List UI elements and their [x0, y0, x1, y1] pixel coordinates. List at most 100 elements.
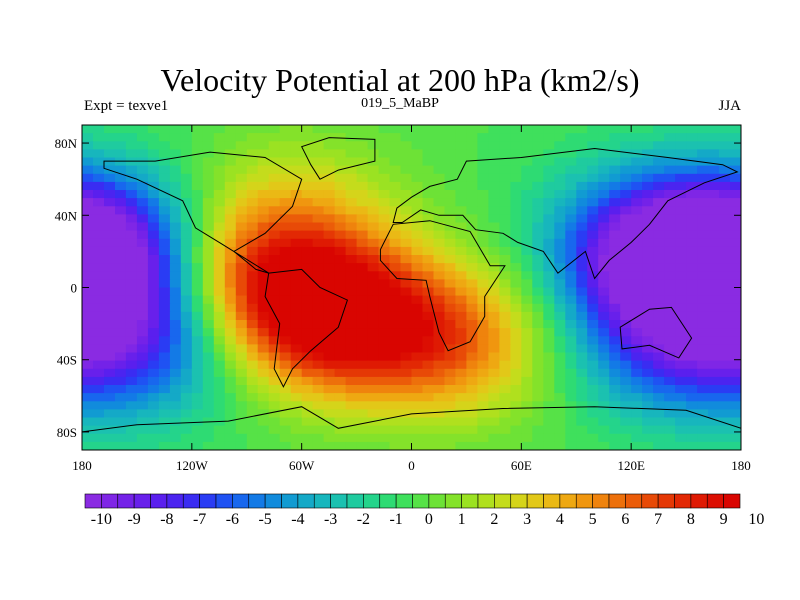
field-cell [444, 206, 457, 215]
field-cell [202, 295, 215, 305]
field-cell [675, 303, 687, 313]
field-cell [367, 311, 380, 321]
field-cell [169, 279, 182, 289]
field-cell [620, 206, 632, 215]
field-cell [477, 303, 489, 313]
field-cell [642, 295, 654, 305]
field-cell [312, 271, 325, 280]
field-cell [400, 433, 413, 443]
field-cell [653, 165, 665, 175]
field-cell [235, 230, 248, 240]
field-cell [125, 441, 138, 450]
field-cell [389, 230, 402, 240]
field-cell [323, 344, 336, 354]
field-cell [433, 190, 446, 199]
field-cell [323, 222, 336, 232]
field-cell [521, 425, 533, 435]
field-cell [510, 133, 522, 142]
field-cell [115, 181, 127, 191]
field-cell [169, 368, 182, 378]
field-cell [312, 287, 325, 297]
field-cell [499, 125, 511, 134]
field-cell [730, 441, 741, 450]
field-cell [697, 238, 709, 248]
field-cell [257, 165, 270, 175]
field-cell [488, 441, 500, 450]
field-cell [125, 190, 138, 199]
field-cell [213, 344, 226, 354]
field-cell [345, 165, 358, 175]
field-cell [411, 287, 424, 297]
field-cell [246, 246, 259, 256]
field-cell [180, 238, 193, 248]
field-cell [389, 165, 402, 175]
field-cell [477, 385, 489, 394]
field-cell [433, 433, 446, 443]
field-cell [609, 198, 621, 207]
field-cell [697, 417, 709, 427]
field-cell [587, 320, 599, 329]
field-cell [312, 336, 325, 345]
field-cell [466, 246, 478, 256]
colorbar-box [608, 493, 626, 509]
field-cell [169, 238, 182, 248]
field-cell [367, 263, 380, 272]
colorbar-label: 7 [654, 511, 662, 528]
field-cell [115, 441, 127, 450]
field-cell [455, 165, 467, 175]
field-cell [279, 125, 292, 134]
field-cell [587, 173, 599, 183]
field-cell [554, 141, 566, 150]
field-cell [136, 263, 149, 272]
field-cell [356, 222, 369, 232]
field-cell [411, 255, 424, 264]
field-cell [213, 190, 226, 199]
field-cell [466, 336, 478, 345]
field-cell [202, 263, 215, 272]
field-cell [191, 352, 204, 362]
field-cell [257, 149, 270, 159]
field-cell [290, 181, 303, 191]
field-cell [180, 287, 193, 297]
field-cell [433, 368, 446, 378]
field-cell [224, 263, 237, 272]
field-cell [147, 141, 160, 150]
field-cell [433, 157, 446, 167]
field-cell [246, 441, 259, 450]
field-cell [158, 336, 171, 345]
field-cell [345, 206, 358, 215]
field-cell [378, 181, 391, 191]
field-cell [389, 214, 402, 224]
field-cell [730, 165, 741, 175]
field-cell [224, 295, 237, 305]
field-cell [488, 336, 500, 345]
field-cell [598, 393, 610, 402]
field-cell [576, 214, 588, 224]
field-cell [488, 311, 500, 321]
field-cell [433, 255, 446, 264]
field-cell [389, 433, 402, 443]
field-cell [125, 417, 138, 427]
field-cell [147, 173, 160, 183]
field-cell [455, 320, 467, 329]
field-cell [444, 401, 457, 410]
field-cell [455, 433, 467, 443]
field-cell [169, 125, 182, 134]
field-cell [411, 393, 424, 402]
field-cell [565, 141, 577, 150]
field-cell [93, 433, 105, 443]
field-cell [158, 206, 171, 215]
field-cell [510, 441, 522, 450]
field-cell [532, 222, 544, 232]
field-cell [719, 173, 731, 183]
field-cell [554, 425, 566, 435]
field-cell [356, 328, 369, 337]
field-cell [477, 433, 489, 443]
field-cell [82, 271, 94, 280]
field-cell [730, 141, 741, 150]
field-cell [565, 222, 577, 232]
field-cell [93, 133, 105, 142]
field-cell [323, 320, 336, 329]
field-cell [158, 425, 171, 435]
field-cell [169, 409, 182, 419]
